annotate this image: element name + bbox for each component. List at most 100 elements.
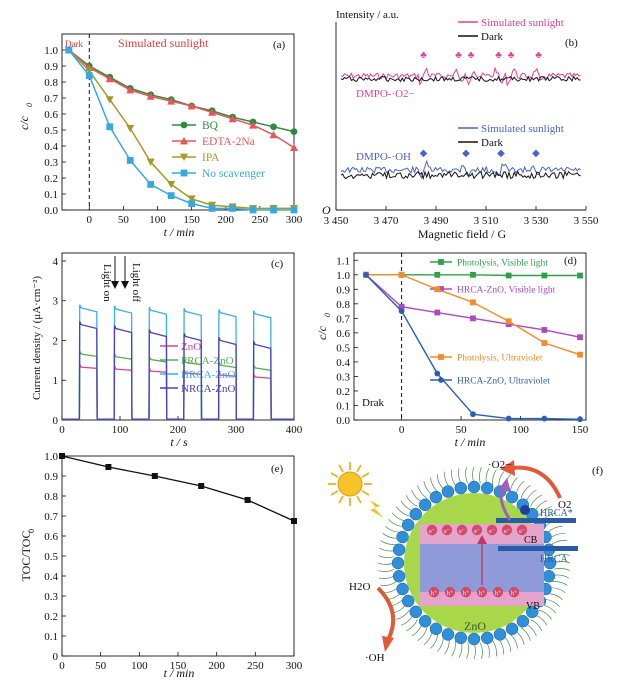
panel-f-ligand-strand	[538, 506, 552, 517]
panel-f-o2-label: O2	[558, 499, 571, 511]
panel-f-electron-label: e⁻	[489, 529, 495, 535]
panel-b-upper-legend-label: Dark	[481, 31, 503, 43]
panel-f-sun-ray	[361, 490, 370, 496]
panel-d-series-line-1	[365, 274, 581, 338]
panel-a-data-point	[249, 206, 257, 214]
panel-a-series-line-1	[68, 49, 295, 149]
panel-a-x-tick-label: 100	[149, 214, 166, 226]
panel-a-data-point	[270, 206, 277, 214]
panel-a-series-line-2	[68, 49, 294, 210]
panel-f-ligand-strand	[479, 642, 483, 659]
panel-f-ligand-strand	[472, 466, 475, 484]
panel-f-h2o-arrowhead	[382, 636, 394, 652]
panel-e-chart: 0 50 100 150 200 250 300 0 0.1 0.2 0.3 0.4 0.5 0.6 0.7…	[19, 451, 303, 680]
panel-a-data-point	[270, 123, 277, 131]
panel-f-hole	[444, 586, 456, 598]
panel-a-data-point	[167, 192, 175, 199]
panel-b-oh-peak-marker: ◆	[497, 148, 505, 159]
panel-d-data-point	[541, 340, 548, 346]
panel-a-dark-annotation: Dark	[65, 39, 83, 49]
panel-f-o2-arrow	[511, 465, 562, 499]
panel-d-y-tick-label: 0.6	[336, 328, 350, 340]
panel-e-x-tick-label: 100	[131, 660, 148, 672]
panel-a-data-point	[146, 92, 155, 100]
panel-f-sun-ray	[330, 472, 339, 478]
panel-a-y-axis-label: c/c	[17, 115, 31, 130]
panel-f-ligand-strand	[437, 636, 444, 652]
panel-b-x-tick-label: 3 490	[424, 215, 449, 227]
panel-a-y-tick-label: 0.0	[44, 205, 58, 217]
panel-f-surface-bead	[454, 631, 468, 645]
panel-f-ligand-strand	[382, 587, 399, 594]
panel-e-y-axis-label-sub: 0	[27, 529, 36, 533]
panel-c-x-tick-label: 400	[286, 424, 303, 436]
panel-f-ligand-strand	[378, 568, 395, 572]
panel-d-y-tick-label: 1.1	[336, 255, 350, 267]
panel-f-zno-label: ZnO	[464, 619, 486, 633]
panel-f-ligand-strand	[466, 642, 470, 659]
panel-e-x-tick-label: 200	[208, 660, 225, 672]
panel-d-data-point	[470, 315, 476, 322]
panel-b-o2-sunlight-line	[340, 66, 581, 87]
panel-a-data-point	[126, 157, 134, 164]
panel-a-x-tick-label: 250	[252, 214, 269, 226]
panel-f-ligand-strand	[423, 481, 433, 496]
panel-a-y-tick-label: 0.6	[44, 109, 58, 121]
panel-f-surface-bead	[418, 614, 432, 628]
panel-c-x-tick-label: 200	[170, 424, 187, 436]
panel-f-surface-bead	[480, 631, 494, 645]
panel-b-o2-peak-marker: ♣	[420, 50, 427, 61]
panel-a-data-point	[229, 205, 236, 212]
panel-f-ligand-strand	[423, 631, 433, 646]
panel-f-surface-bead	[467, 632, 481, 646]
panel-f-surface-bead	[505, 622, 519, 636]
panel-a-data-point	[105, 74, 114, 83]
panel-a-data-point	[228, 114, 237, 123]
panel-d-data-point	[398, 308, 405, 314]
panel-f-electron	[501, 524, 513, 536]
panel-e-y-tick-label: 0.8	[44, 491, 58, 503]
panel-b-chart: Intensity / a.u. O3 450 3 470 3 490 3 510 3 5…	[322, 9, 599, 241]
panel-d-data-point	[470, 299, 476, 306]
panel-d-x-tick-label: 150	[572, 424, 589, 436]
panel-f-electron	[426, 524, 438, 536]
panel-f-ligand-strand	[465, 467, 469, 484]
panel-f-ligand-strand	[436, 474, 444, 490]
panel-f-h2o-arrow	[376, 586, 396, 641]
panel-e-panel-label: (e)	[271, 463, 284, 475]
panel-b-oh-dark-line	[340, 169, 581, 181]
panel-e-x-axis-label: t / min	[164, 666, 195, 680]
panel-f-ligand-strand	[378, 555, 395, 559]
panel-a-legend-label: No scavenger	[202, 168, 265, 180]
panel-c-legend-label: NRCA-ZnO	[181, 383, 235, 395]
panel-a-y-tick-label: 0.9	[44, 61, 58, 73]
panel-a-y-tick-label: 0.5	[44, 125, 58, 137]
panel-b-upper-legend-label: Simulated sunlight	[481, 17, 564, 29]
panel-c-legend-label: HRCA-ZnO	[181, 369, 235, 381]
panel-b-x-tick-label: 3 470	[374, 215, 399, 227]
panel-f-ligand-strand	[509, 477, 518, 492]
panel-b-oh-sunlight-line	[340, 159, 581, 180]
panel-d-y-tick-label: 0.9	[336, 284, 350, 296]
panel-f-ligand-strand	[553, 554, 570, 558]
panel-d-chart: 0 50 100 150 0.0 0.1 0.2 0.3 0.4 0.5 0.6 0.7 0.8 0.9 1…	[315, 252, 589, 449]
panel-d-y-axis-label: c/c	[315, 325, 329, 340]
panel-f-ligand-strand	[388, 519, 403, 528]
panel-b-x-tick-label: 3 450	[324, 215, 349, 227]
panel-e-y-tick-label: 0.3	[44, 591, 58, 603]
panel-b-o2-peak-marker: ♣	[508, 50, 515, 61]
panel-f-ligand-strand	[385, 526, 401, 533]
panel-b-o2-peak-marker: ♣	[455, 50, 462, 61]
panel-d-legend-label: Photolysis, Visible light	[457, 259, 548, 269]
panel-e-y-tick-label: 0	[53, 651, 59, 663]
panel-d-data-point	[541, 415, 548, 422]
panel-d-data-point	[434, 309, 441, 316]
panel-f-ligand-strand	[443, 471, 450, 488]
panel-a-legend-marker	[180, 153, 188, 161]
panel-f-surface-bead	[480, 481, 494, 495]
panel-b-o2-dark-line	[340, 75, 581, 83]
panel-f-ligand-strand	[542, 604, 557, 614]
panel-d-data-point	[398, 303, 405, 310]
panel-e-x-tick-label: 150	[170, 660, 187, 672]
panel-f-radical-arrowhead	[498, 478, 511, 492]
